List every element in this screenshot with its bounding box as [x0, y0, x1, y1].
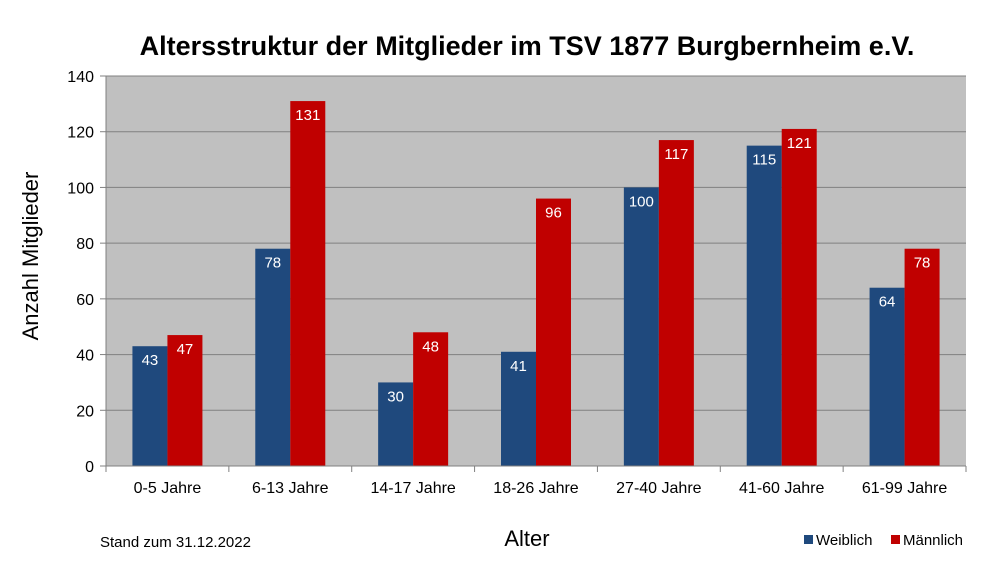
x-axis-title: Alter — [504, 526, 549, 551]
bar-value-label: 117 — [664, 146, 688, 163]
bar-weiblich — [132, 346, 168, 466]
bar-value-label: 78 — [914, 255, 931, 272]
bar-männlich — [290, 101, 326, 467]
chart-title: Altersstruktur der Mitglieder im TSV 187… — [140, 31, 915, 61]
y-tick-label: 120 — [67, 125, 94, 142]
y-tick-label: 20 — [76, 403, 94, 420]
bars: 43 47 78 131 30 48 41 96 100 117 115 121 64 78 — [132, 101, 940, 467]
bar-weiblich — [746, 145, 782, 466]
bar-männlich — [781, 128, 817, 466]
bar-value-label: 30 — [387, 388, 404, 405]
bar-weiblich — [501, 351, 536, 466]
legend-label: Männlich — [903, 532, 963, 549]
bar-value-label: 96 — [545, 205, 562, 222]
bar-weiblich — [869, 287, 905, 466]
x-tick-label: 41-60 Jahre — [739, 480, 824, 497]
bar-value-label: 115 — [752, 152, 776, 169]
bar-value-label: 41 — [510, 358, 527, 375]
y-axis-title: Anzahl Mitglieder — [18, 172, 43, 341]
bar-value-label: 131 — [295, 107, 320, 124]
y-tick-label: 0 — [85, 459, 94, 476]
bar-value-label: 78 — [264, 255, 281, 272]
bar-value-label: 64 — [879, 294, 896, 311]
legend: Weiblich Männlich — [804, 532, 963, 549]
y-tick-label: 80 — [76, 236, 94, 253]
bar-value-label: 47 — [177, 341, 194, 358]
bar-männlich — [536, 198, 571, 467]
x-tick-label: 27-40 Jahre — [616, 480, 701, 497]
bar-männlich — [413, 332, 449, 466]
legend-label: Weiblich — [816, 532, 872, 549]
date-note: Stand zum 31.12.2022 — [100, 534, 251, 551]
bar-weiblich — [623, 187, 659, 466]
bar-weiblich — [378, 382, 414, 466]
x-tick-label: 61-99 Jahre — [862, 480, 947, 497]
legend-swatch — [891, 535, 900, 544]
x-tick-label: 18-26 Jahre — [493, 480, 578, 497]
bar-männlich — [658, 140, 694, 467]
bar-männlich — [904, 248, 940, 466]
y-tick-label: 40 — [76, 348, 94, 365]
bar-weiblich — [255, 248, 291, 466]
axes: 0 20 40 60 80 100 120 140 0-5 Jahre 6-13 Jahre 14-… — [67, 69, 967, 497]
y-tick-label: 60 — [76, 292, 94, 309]
x-tick-label: 14-17 Jahre — [370, 480, 455, 497]
y-tick-label: 100 — [67, 180, 94, 197]
y-tick-label: 140 — [67, 69, 94, 86]
bar-männlich — [167, 335, 203, 466]
bar-value-label: 121 — [787, 135, 812, 152]
x-tick-label: 0-5 Jahre — [134, 480, 202, 497]
bar-value-label: 100 — [629, 193, 654, 210]
x-tick-label: 6-13 Jahre — [252, 480, 329, 497]
legend-swatch — [804, 535, 813, 544]
bar-value-label: 48 — [422, 338, 439, 355]
bar-value-label: 43 — [142, 352, 159, 369]
